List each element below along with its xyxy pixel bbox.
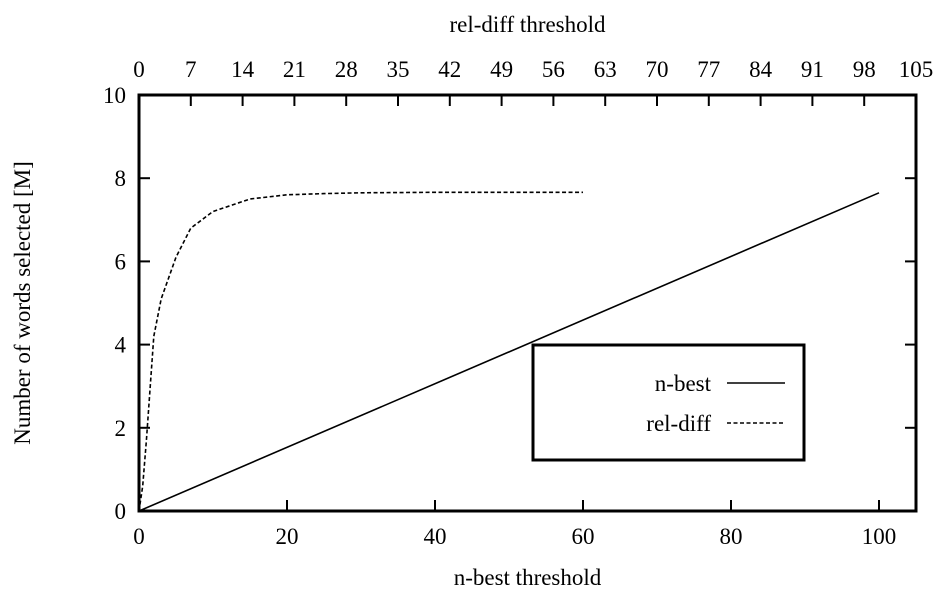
x2-axis-title: rel-diff threshold [449,12,606,37]
x2-tick-label: 14 [231,57,255,82]
x-tick-label: 100 [862,524,897,549]
x2-tick-label: 70 [646,57,669,82]
series-layer [138,191,880,512]
x2-tick-label: 56 [542,57,565,82]
x2-tick-label: 105 [899,57,934,82]
x-tick-label: 20 [276,524,299,549]
x2-tick-label: 49 [490,57,513,82]
x2-tick-label: 77 [697,57,720,82]
x-tick-label: 80 [720,524,743,549]
x2-tick-label: 63 [594,57,617,82]
series-line-n-best [138,192,880,512]
y-tick-label: 2 [115,416,127,441]
y-tick-label: 6 [115,249,127,274]
legend-entries: n-best rel-diff [646,371,785,436]
x2-tick-label: 42 [438,57,461,82]
legend-label: n-best [655,371,712,396]
y-tick-label: 8 [115,166,127,191]
series-line-rel-diff [138,191,583,512]
legend: n-best rel-diff [531,343,806,462]
y-tick-label: 10 [103,83,126,108]
x2-tick-label: 98 [853,57,876,82]
y-tick-label: 0 [115,499,127,524]
plot-frame [137,93,918,513]
x-axis-title: n-best threshold [454,565,602,590]
y-axis-title: Number of words selected [M] [10,161,35,445]
y-tick-label: 4 [115,333,127,358]
x2-tick-label: 0 [133,57,145,82]
x-tick-label: 40 [424,524,447,549]
x2-tick-label: 21 [283,57,306,82]
x-tick-label: 60 [572,524,595,549]
x2-tick-label: 28 [335,57,358,82]
legend-box [531,343,806,462]
x2-tick-label: 84 [749,57,773,82]
legend-label: rel-diff [646,411,711,436]
x-tick-label: 0 [133,524,145,549]
x2-tick-label: 91 [801,57,824,82]
x2-tick-label: 7 [185,57,197,82]
x2-tick-label: 35 [387,57,410,82]
